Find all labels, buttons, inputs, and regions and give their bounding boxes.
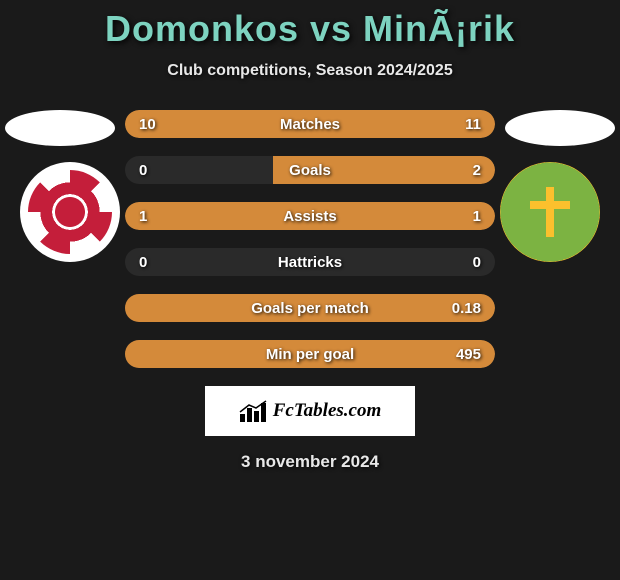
stat-row: 495 Min per goal <box>125 340 495 368</box>
stat-left-value: 10 <box>139 116 156 133</box>
club-badge-left-inner <box>28 170 112 254</box>
stat-left-value: 0 <box>139 254 147 271</box>
stat-right-value: 0 <box>473 254 481 271</box>
stat-row: 0 0 Hattricks <box>125 248 495 276</box>
stats-container: 1011Matches02Goals11Assists00Hattricks0.… <box>125 110 495 368</box>
player-left-avatar <box>5 110 115 146</box>
page-title: Domonkos vs MinÃ¡rik <box>0 0 620 50</box>
date-text: 3 november 2024 <box>0 452 620 472</box>
stat-right-value: 0.18 <box>452 300 481 317</box>
stat-left-value: 1 <box>139 208 147 225</box>
stat-left-value: 0 <box>139 162 147 179</box>
stat-fill-left <box>125 202 310 230</box>
stat-label: Min per goal <box>266 346 354 363</box>
stat-right-value: 1 <box>473 208 481 225</box>
stat-label: Assists <box>283 208 336 225</box>
stat-right-value: 495 <box>456 346 481 363</box>
stat-row: 1 1 Assists <box>125 202 495 230</box>
bar-chart-icon <box>239 400 267 422</box>
stat-label: Goals <box>289 162 331 179</box>
stat-row: 0.18 Goals per match <box>125 294 495 322</box>
club-badge-right-cross <box>530 187 570 237</box>
subtitle: Club competitions, Season 2024/2025 <box>0 62 620 80</box>
stat-label: Hattricks <box>278 254 342 271</box>
stat-label: Matches <box>280 116 340 133</box>
club-badge-right <box>500 162 600 262</box>
stat-right-value: 11 <box>465 116 481 133</box>
stat-label: Goals per match <box>251 300 369 317</box>
source-logo: FcTables.com <box>205 386 415 436</box>
stat-row: 0 2 Goals <box>125 156 495 184</box>
stat-fill-right <box>310 202 495 230</box>
source-logo-text: FcTables.com <box>273 400 382 422</box>
stat-row: 10 11 Matches <box>125 110 495 138</box>
player-right-avatar <box>505 110 615 146</box>
club-badge-left <box>20 162 120 262</box>
club-badge-left-center <box>55 197 85 227</box>
stat-right-value: 2 <box>473 162 481 179</box>
comparison-content: 1011Matches02Goals11Assists00Hattricks0.… <box>0 110 620 368</box>
